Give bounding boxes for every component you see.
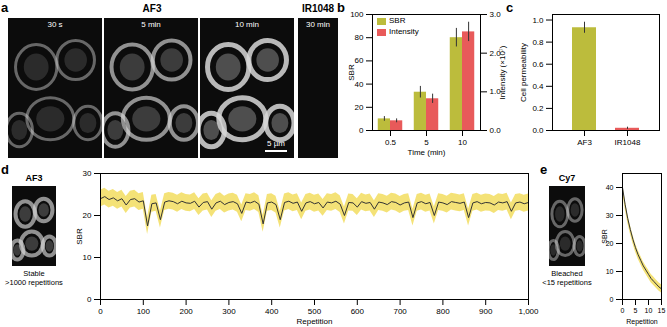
- html-text:30 s: 30 s: [47, 20, 63, 29]
- html-text:5 µm: 5 µm: [267, 139, 285, 148]
- svg-text:5: 5: [424, 138, 429, 147]
- svg-text:30: 30: [83, 169, 92, 178]
- svg-text:IR1048: IR1048: [615, 138, 641, 147]
- svg-text:0.0: 0.0: [532, 126, 544, 135]
- html-text:e: e: [540, 162, 548, 177]
- svg-text:0: 0: [359, 126, 364, 135]
- html-text:10 min: 10 min: [235, 20, 259, 29]
- svg-text:0: 0: [610, 296, 614, 303]
- svg-text:700: 700: [393, 307, 407, 316]
- html-text:a: a: [1, 0, 9, 15]
- svg-text:200: 200: [179, 307, 193, 316]
- svg-text:1.0: 1.0: [532, 16, 544, 25]
- html-text:30 min: 30 min: [306, 20, 330, 29]
- svg-text:800: 800: [436, 307, 450, 316]
- svg-text:20: 20: [605, 239, 614, 247]
- html-text:Stable: Stable: [23, 269, 45, 278]
- svg-text:SBR: SBR: [601, 229, 608, 243]
- svg-text:900: 900: [479, 307, 493, 316]
- svg-text:2.0: 2.0: [490, 49, 502, 58]
- html-text:<15 repetitions: <15 repetitions: [542, 278, 592, 287]
- svg-text:400: 400: [265, 307, 279, 316]
- svg-text:40: 40: [354, 79, 364, 89]
- svg-text:Repetition: Repetition: [626, 318, 658, 326]
- svg-text:1,000: 1,000: [518, 307, 539, 316]
- svg-text:0: 0: [621, 307, 625, 314]
- svg-text:20: 20: [83, 211, 92, 220]
- svg-text:40: 40: [606, 184, 614, 191]
- svg-text:3.0: 3.0: [490, 10, 502, 19]
- svg-text:0.5: 0.5: [385, 138, 397, 147]
- svg-text:0.6: 0.6: [532, 60, 544, 69]
- svg-text:10: 10: [83, 253, 92, 262]
- html-text:AF3: AF3: [25, 173, 43, 183]
- svg-text:0.0: 0.0: [490, 126, 502, 135]
- html-text:c: c: [506, 0, 514, 15]
- svg-text:SBR: SBR: [75, 228, 84, 245]
- svg-text:10: 10: [458, 138, 467, 147]
- html-text:b: b: [337, 0, 345, 15]
- svg-text:300: 300: [222, 307, 236, 316]
- html-text:Cy7: Cy7: [558, 173, 576, 183]
- svg-text:20: 20: [355, 103, 364, 112]
- svg-text:600: 600: [351, 307, 365, 316]
- html-text:Bleached: Bleached: [551, 269, 583, 278]
- svg-text:Cell permeability: Cell permeability: [519, 43, 528, 102]
- svg-text:10: 10: [645, 307, 653, 314]
- html-text:Intensity: Intensity: [389, 27, 419, 36]
- svg-text:0.8: 0.8: [532, 38, 544, 47]
- html-text:SBR: SBR: [389, 16, 406, 25]
- svg-text:0: 0: [98, 307, 103, 316]
- svg-text:30: 30: [606, 212, 614, 219]
- svg-text:100: 100: [350, 10, 364, 19]
- svg-text:Repetition: Repetition: [296, 317, 332, 326]
- svg-text:0.4: 0.4: [532, 82, 544, 91]
- svg-text:SBR: SBR: [347, 64, 356, 81]
- svg-text:Time (min): Time (min): [408, 148, 446, 157]
- svg-text:AF3: AF3: [577, 138, 592, 147]
- svg-text:1.0: 1.0: [490, 87, 502, 96]
- html-text:d: d: [1, 162, 9, 177]
- svg-text:100: 100: [137, 307, 151, 316]
- svg-text:500: 500: [308, 307, 322, 316]
- html-text:IR1048: IR1048: [301, 3, 335, 14]
- html-text:AF3: AF3: [142, 3, 162, 14]
- svg-text:60: 60: [355, 56, 364, 65]
- html-text:>1000 repetitions: >1000 repetitions: [5, 278, 63, 287]
- svg-text:5: 5: [634, 307, 638, 314]
- svg-text:Intensity (×10⁷): Intensity (×10⁷): [498, 45, 507, 99]
- html-text:5 min: 5 min: [141, 20, 161, 29]
- svg-text:0: 0: [87, 295, 92, 304]
- svg-text:0.2: 0.2: [532, 104, 544, 113]
- svg-text:15: 15: [658, 307, 666, 314]
- svg-text:10: 10: [606, 268, 614, 275]
- svg-text:80: 80: [355, 33, 364, 42]
